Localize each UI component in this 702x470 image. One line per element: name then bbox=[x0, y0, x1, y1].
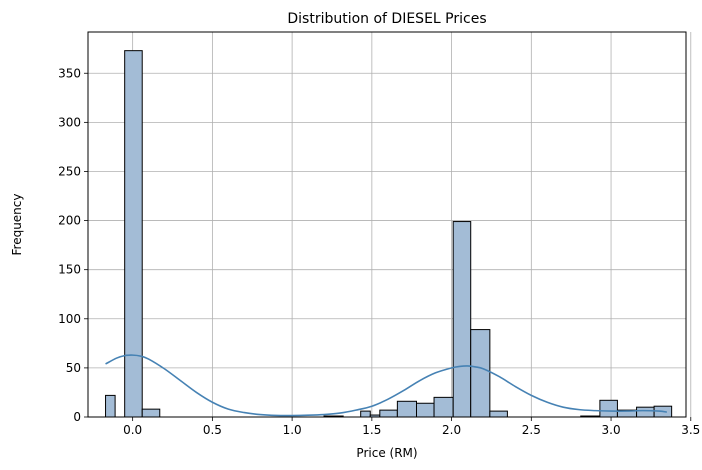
y-tick-label: 300 bbox=[58, 115, 81, 129]
histogram-bar bbox=[379, 409, 398, 418]
histogram-bar bbox=[360, 410, 371, 418]
histogram-bar bbox=[636, 406, 655, 418]
histogram-bar bbox=[141, 408, 161, 418]
y-tick-label: 0 bbox=[73, 410, 81, 424]
plot-frame bbox=[87, 31, 687, 418]
y-axis-ticks: 0 50 100 150 200 250 300 350 bbox=[58, 66, 88, 424]
x-tick-label: 2.0 bbox=[442, 423, 461, 437]
y-tick-label: 50 bbox=[66, 361, 81, 375]
y-tick-label: 100 bbox=[58, 312, 81, 326]
y-tick-label: 200 bbox=[58, 214, 81, 228]
chart-title: Distribution of DIESEL Prices bbox=[287, 11, 486, 27]
y-axis-label: Frequency bbox=[10, 194, 24, 256]
kde-curve bbox=[105, 354, 667, 417]
x-tick-label: 2.5 bbox=[522, 423, 541, 437]
y-tick-label: 350 bbox=[58, 66, 81, 80]
x-tick-label: 0.0 bbox=[123, 423, 142, 437]
histogram-bar bbox=[396, 400, 418, 418]
x-tick-label: 1.0 bbox=[283, 423, 302, 437]
x-axis-label: Price (RM) bbox=[356, 446, 417, 460]
y-tick-label: 150 bbox=[58, 263, 81, 277]
histogram-bar bbox=[433, 396, 454, 418]
histogram-bars bbox=[105, 50, 673, 418]
histogram-bar bbox=[489, 410, 508, 418]
x-tick-label: 3.0 bbox=[602, 423, 621, 437]
x-tick-label: 0.5 bbox=[203, 423, 222, 437]
histogram-bar bbox=[470, 329, 491, 418]
histogram-bar bbox=[105, 394, 116, 418]
grid bbox=[88, 32, 692, 418]
histogram-bar bbox=[452, 221, 472, 418]
histogram-bar bbox=[599, 399, 618, 418]
y-tick-label: 250 bbox=[58, 164, 81, 178]
histogram-bar bbox=[416, 402, 435, 418]
histogram-bar bbox=[124, 50, 143, 418]
x-tick-label: 1.5 bbox=[362, 423, 381, 437]
x-tick-label: 3.5 bbox=[681, 423, 700, 437]
x-axis-ticks: 0.0 0.5 1.0 1.5 2.0 2.5 3.0 3.5 bbox=[123, 417, 700, 437]
